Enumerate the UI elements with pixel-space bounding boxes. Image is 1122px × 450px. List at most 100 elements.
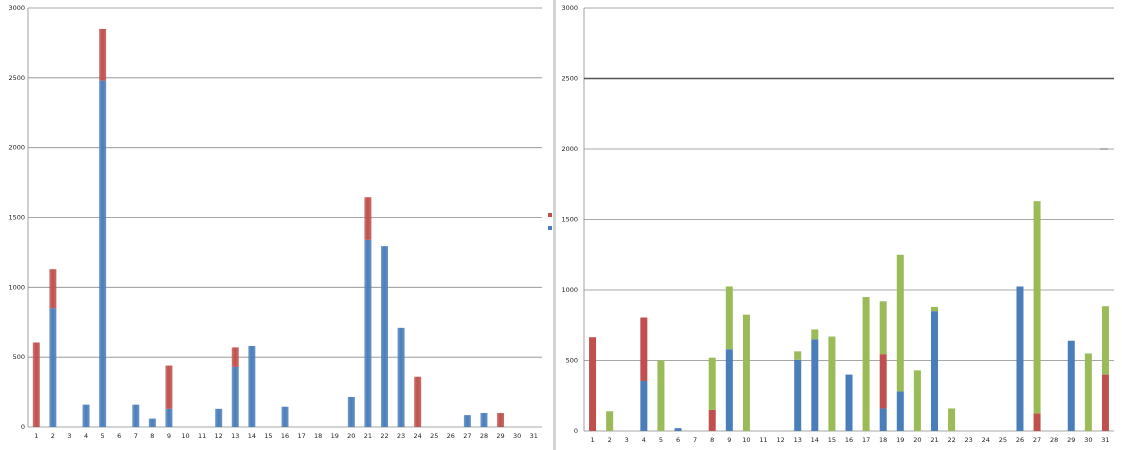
x-tick-label: 17 — [297, 432, 305, 440]
bar-segment — [231, 366, 239, 427]
x-tick-label: 7 — [693, 436, 697, 444]
y-tick-label: 0 — [574, 427, 578, 435]
bar-segment — [215, 408, 223, 427]
bar-segment — [674, 428, 682, 431]
x-tick-label: 13 — [794, 436, 802, 444]
bar-segment — [930, 306, 938, 312]
bar-segment — [463, 415, 471, 427]
x-tick-label: 2 — [608, 436, 612, 444]
x-tick-label: 7 — [134, 432, 138, 440]
bar-segment — [99, 80, 107, 428]
bar-segment — [32, 342, 40, 427]
x-tick-label: 18 — [314, 432, 322, 440]
x-tick-label: 2 — [51, 432, 55, 440]
x-tick-label: 24 — [414, 432, 422, 440]
bar-segment — [49, 308, 57, 427]
y-tick-label: 2500 — [8, 74, 25, 82]
y-tick-label: 2000 — [561, 145, 578, 153]
bar-segment — [948, 408, 956, 431]
bar-segment — [1101, 306, 1109, 375]
x-tick-label: 6 — [676, 436, 680, 444]
x-tick-label: 5 — [101, 432, 105, 440]
bar-segment — [1101, 374, 1109, 431]
bar-segment — [794, 359, 802, 431]
x-tick-label: 24 — [982, 436, 990, 444]
x-tick-label: 3 — [67, 432, 71, 440]
bar-segment — [281, 406, 289, 427]
x-tick-label: 10 — [742, 436, 750, 444]
bar-segment — [165, 365, 173, 409]
x-tick-label: 18 — [879, 436, 887, 444]
bar-segment — [49, 269, 57, 309]
y-tick-label: 3000 — [561, 4, 578, 12]
x-tick-label: 14 — [811, 436, 819, 444]
y-tick-label: 2500 — [561, 75, 578, 83]
bar-segment — [497, 413, 505, 427]
bar-segment — [165, 408, 173, 427]
x-tick-label: 12 — [215, 432, 223, 440]
bar-segment — [862, 297, 870, 431]
x-tick-label: 11 — [198, 432, 206, 440]
bar-segment — [1033, 413, 1041, 431]
y-tick-label: 500 — [13, 353, 25, 361]
bar-segment — [879, 408, 887, 431]
x-tick-label: 23 — [965, 436, 973, 444]
x-tick-label: 5 — [659, 436, 663, 444]
bar-segment — [414, 376, 422, 427]
bar-segment — [132, 404, 140, 427]
x-tick-label: 25 — [999, 436, 1007, 444]
y-tick-label: 500 — [566, 357, 578, 365]
x-tick-label: 20 — [347, 432, 355, 440]
bar-segment — [480, 413, 488, 427]
y-tick-label: 0 — [21, 423, 25, 431]
bar-segment — [708, 409, 716, 431]
bar-segment — [879, 354, 887, 409]
x-tick-label: 15 — [264, 432, 272, 440]
x-tick-label: 9 — [727, 436, 731, 444]
x-tick-label: 25 — [430, 432, 438, 440]
x-tick-label: 29 — [1067, 436, 1075, 444]
bar-segment — [1084, 353, 1092, 431]
bar-segment — [606, 411, 614, 431]
x-tick-label: 27 — [463, 432, 471, 440]
x-tick-label: 17 — [862, 436, 870, 444]
bar-segment — [811, 339, 819, 431]
x-tick-label: 30 — [1084, 436, 1092, 444]
y-tick-label: 1000 — [8, 283, 25, 291]
bar-segment — [148, 418, 156, 427]
x-tick-label: 21 — [930, 436, 938, 444]
y-tick-label: 3000 — [8, 4, 25, 12]
x-tick-label: 10 — [181, 432, 189, 440]
bar-segment — [708, 357, 716, 410]
bar-segment — [725, 286, 733, 350]
x-tick-label: 20 — [913, 436, 921, 444]
bar-segment — [725, 349, 733, 431]
x-tick-label: 28 — [480, 432, 488, 440]
bar-segment — [364, 239, 372, 427]
bar-segment — [640, 317, 648, 381]
bar-segment — [1067, 340, 1075, 431]
x-tick-label: 1 — [34, 432, 38, 440]
bar-segment — [231, 347, 239, 367]
x-tick-label: 16 — [281, 432, 289, 440]
bar-segment — [896, 254, 904, 392]
x-tick-label: 15 — [828, 436, 836, 444]
x-tick-label: 29 — [496, 432, 504, 440]
x-tick-label: 4 — [642, 436, 646, 444]
x-tick-label: 31 — [1101, 436, 1109, 444]
bar-segment — [845, 374, 853, 431]
bar-segment — [347, 396, 355, 427]
bar-segment — [896, 391, 904, 431]
bar-segment — [640, 380, 648, 431]
bar-segment — [742, 314, 750, 431]
x-tick-label: 28 — [1050, 436, 1058, 444]
y-tick-label: 1500 — [561, 216, 578, 224]
bar-segment — [1016, 286, 1024, 431]
bar-segment — [794, 351, 802, 360]
bar-segment — [589, 337, 597, 431]
bar-segment — [828, 336, 836, 431]
x-tick-label: 22 — [380, 432, 388, 440]
x-tick-label: 6 — [117, 432, 121, 440]
